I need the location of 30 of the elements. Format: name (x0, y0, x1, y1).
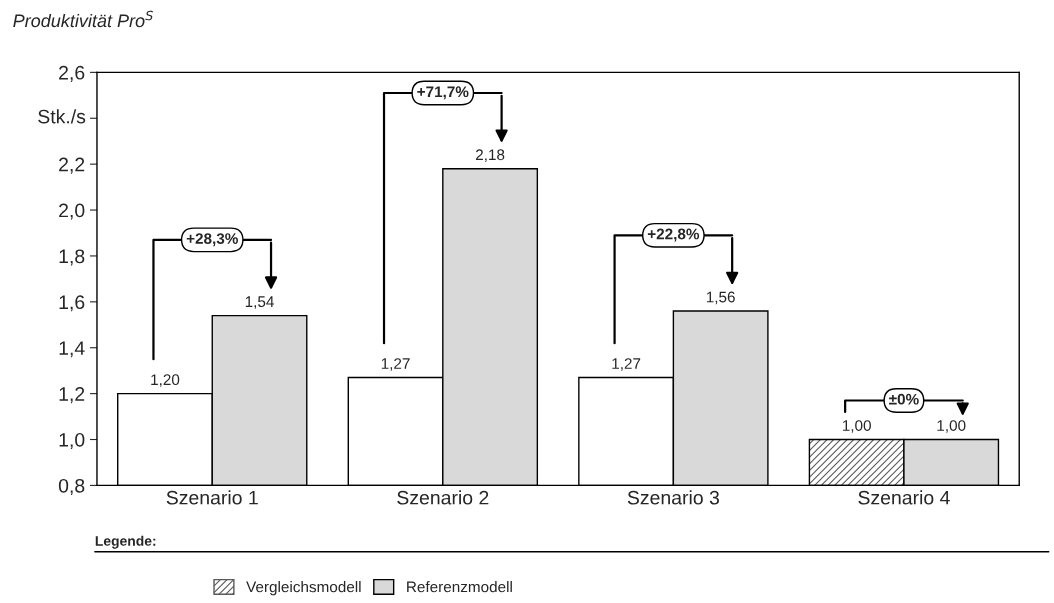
annotation: +28,3% (186, 233, 238, 247)
data-label: 1,27 (612, 358, 641, 371)
x-tick-label: Szenario 4 (858, 490, 950, 505)
data-label: 1,00 (842, 420, 871, 433)
data-label: 2,18 (475, 149, 505, 162)
x-tick-label: Szenario 1 (166, 490, 258, 505)
data-label: 1,56 (706, 291, 735, 305)
y-axis-title: Stk./s (38, 109, 86, 124)
data-label: 1,27 (381, 358, 410, 371)
y-tick-label: 1,2 (59, 387, 85, 404)
legend-label: Referenzmodell (407, 581, 512, 593)
annotation: ±0% (889, 393, 919, 405)
data-label: 1,00 (937, 420, 966, 433)
annotation: +71,7% (417, 86, 469, 100)
y-tick-label: 1,0 (59, 432, 85, 450)
annotation: +22,8% (647, 228, 700, 242)
legend-label: Vergleichsmodell (246, 581, 361, 596)
y-tick-label: 1,8 (59, 249, 85, 266)
legend-title: Legende: (95, 535, 156, 549)
x-tick-label: Szenario 2 (397, 490, 489, 505)
y-tick-label: 0,8 (58, 478, 85, 495)
y-tick-label: 2,6 (59, 65, 85, 82)
y-tick-label: 2,2 (59, 157, 85, 174)
data-label: 1,54 (245, 296, 274, 309)
y-tick-label: 1,4 (59, 341, 85, 358)
data-label: 1,20 (151, 374, 180, 387)
chart-title: Produktivität Pro$^{S}$ (13, 10, 153, 28)
x-tick-label: Szenario 3 (627, 490, 719, 505)
y-tick-label: 2,0 (59, 203, 85, 220)
y-tick-label: 1,6 (59, 295, 85, 312)
